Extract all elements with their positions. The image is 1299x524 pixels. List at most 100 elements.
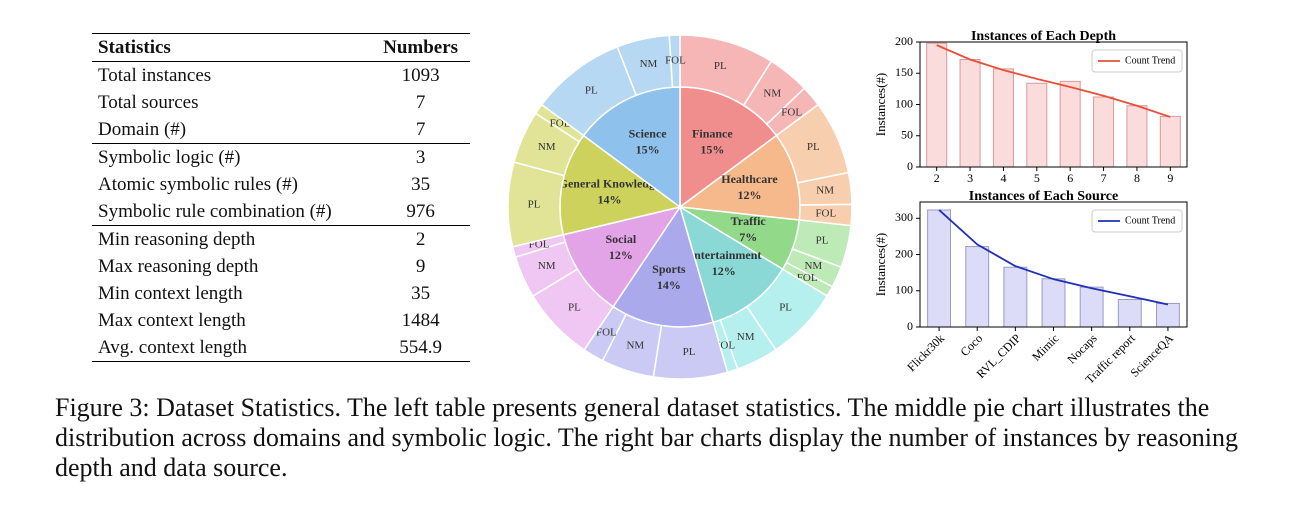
x-tick-label: 8: [1134, 171, 1140, 185]
x-tick-label: 3: [967, 171, 973, 185]
table-row: Total instances 1093: [92, 62, 470, 90]
x-tick-label: 7: [1101, 171, 1107, 185]
domain-percent: 15%: [700, 142, 724, 156]
table-cell: 35: [411, 174, 431, 195]
logic-label: PL: [528, 198, 541, 210]
header-cell: Numbers: [371, 33, 470, 62]
table-cell: Domain (#): [98, 119, 187, 140]
y-tick-label: 200: [895, 34, 913, 48]
bar: [927, 209, 952, 328]
x-tick-label: 6: [1067, 171, 1073, 185]
charts: Finance15%PLNMFOLHealthcare12%PLNMFOLTra…: [507, 29, 1188, 387]
table-cell: Min reasoning depth: [92, 225, 372, 253]
table-cell: Symbolic rule combination (#): [98, 201, 332, 222]
domain-label: Entertainment: [686, 248, 761, 262]
domain-label: Traffic: [731, 214, 767, 228]
table-cell: 7: [415, 119, 426, 140]
table-row: Symbolic rule combination (#) 976: [92, 198, 470, 226]
domain-percent: 7%: [739, 230, 757, 244]
legend-box: [1091, 209, 1183, 233]
table-row: Min reasoning depth 2: [92, 225, 470, 253]
y-tick-label: 300: [895, 210, 913, 224]
legend-label: Count Trend: [1125, 215, 1175, 226]
table-cell: 1093: [401, 65, 440, 86]
logic-label: NM: [737, 331, 755, 343]
logic-label: NM: [538, 141, 556, 153]
x-tick-label: 5: [1034, 171, 1040, 185]
table-row: Avg. context length 554.9: [92, 334, 470, 362]
table-cell: 9: [415, 256, 426, 277]
x-tick-label: 4: [1000, 171, 1006, 185]
table-cell: 7: [415, 92, 426, 113]
y-tick-label: 100: [895, 96, 913, 110]
y-tick-label: 100: [895, 283, 913, 297]
y-tick-label: 150: [895, 65, 913, 79]
x-tick-label: Flickr30k: [904, 331, 947, 374]
logic-label: NM: [640, 58, 658, 70]
logic-label: PL: [807, 141, 820, 153]
table-cell: 554.9: [371, 334, 470, 362]
logic-label: FOL: [596, 327, 617, 339]
y-tick-label: 0: [907, 319, 913, 333]
header-cell: Statistics: [92, 33, 372, 62]
plot-frame: [919, 201, 1188, 328]
domain-label: Science: [629, 126, 668, 140]
domain-percent: 14%: [657, 278, 681, 292]
table-cell: 35: [411, 283, 431, 304]
chart-title: Instances of Each Source: [969, 189, 1118, 204]
trend-line: [936, 44, 1171, 118]
bar: [965, 246, 990, 328]
y-tick-label: 50: [901, 128, 913, 142]
logic-label: FOL: [665, 55, 686, 67]
table-row: Min context length 35: [92, 280, 470, 307]
domain-label: General Knowledge: [559, 176, 661, 190]
logic-wedge: [668, 34, 681, 89]
table-row: Symbolic logic (#) 3: [92, 143, 470, 171]
table-row: Max context length 1484: [92, 307, 470, 334]
bar: [1117, 298, 1142, 328]
x-tick-label: Mimic: [1029, 331, 1062, 364]
table-cell: 1484: [401, 310, 440, 331]
bar: [1126, 105, 1148, 168]
x-tick-label: 9: [1167, 171, 1173, 185]
y-axis-label: Instances(#): [873, 73, 888, 137]
logic-label: PL: [779, 301, 792, 313]
logic-label: PL: [816, 234, 829, 246]
domain-label: Social: [606, 232, 637, 246]
bar: [1059, 80, 1081, 168]
domain-label: Healthcare: [721, 172, 778, 186]
bar: [1003, 266, 1028, 328]
logic-label: FOL: [781, 106, 802, 118]
y-axis-label: Instances(#): [873, 233, 888, 297]
chart-title: Instances of Each Depth: [971, 29, 1116, 44]
logic-label: FOL: [815, 207, 836, 219]
table-cell: Atomic symbolic rules (#): [98, 174, 298, 195]
y-tick-label: 0: [907, 159, 913, 173]
bar: [1159, 115, 1181, 168]
bar: [1041, 278, 1066, 328]
table-row: Total sources 7: [92, 89, 470, 116]
table-cell: Max reasoning depth: [98, 256, 259, 277]
table-cell: Total sources: [98, 92, 199, 113]
domain-percent: 14%: [597, 192, 621, 206]
domain-label: Sports: [652, 262, 686, 276]
plot-frame: [919, 41, 1188, 168]
table-cell: 976: [406, 201, 435, 222]
logic-label: NM: [626, 340, 644, 352]
y-tick-label: 200: [895, 246, 913, 260]
legend-box: [1091, 49, 1183, 73]
bar: [1093, 96, 1115, 168]
table-cell: 2: [371, 225, 470, 253]
header-row: Statistics Numbers: [92, 33, 470, 62]
bar: [1155, 302, 1180, 328]
table-row: Atomic symbolic rules (#) 35: [92, 171, 470, 198]
bar: [926, 42, 948, 168]
bar: [1079, 286, 1104, 328]
domain-percent: 12%: [712, 264, 736, 278]
logic-label: NM: [816, 185, 834, 197]
x-tick-label: Nocaps: [1064, 331, 1100, 367]
logic-label: NM: [763, 87, 781, 99]
x-tick-label: 2: [934, 171, 940, 185]
trend-line: [938, 209, 1169, 306]
logic-label: PL: [683, 346, 696, 358]
